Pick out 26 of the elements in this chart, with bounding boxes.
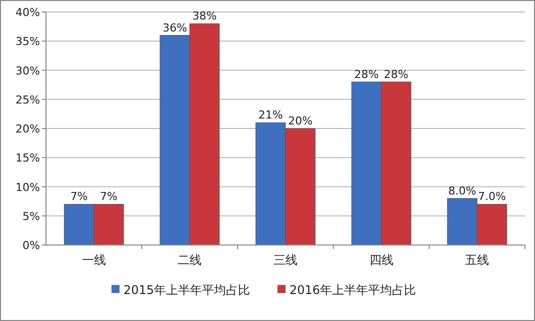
x-tick-label: 一线 (82, 253, 106, 267)
y-tick-label: 10% (16, 180, 40, 194)
x-tick-label: 三线 (274, 253, 298, 267)
y-tick-label: 40% (16, 6, 40, 19)
data-label: 7% (70, 190, 88, 204)
y-tick-label: 0% (22, 239, 40, 252)
data-label: 7% (100, 190, 118, 204)
legend-label: 2016年上半年平均占比 (290, 283, 416, 297)
y-tick-label: 25% (16, 93, 40, 106)
y-tick-label: 30% (16, 64, 40, 78)
y-tick-label: 15% (16, 152, 40, 165)
x-tick-label: 二线 (178, 253, 202, 267)
x-tick-label: 五线 (465, 253, 490, 267)
y-tick-label: 35% (16, 35, 40, 48)
data-label: 8.0% (448, 184, 476, 198)
data-label: 38% (192, 10, 217, 23)
data-label: 21% (258, 108, 283, 122)
legend-label: 2015年上半年平均占比 (124, 283, 250, 297)
data-label: 7.0% (478, 190, 506, 204)
data-label: 20% (288, 114, 313, 128)
y-tick-label: 20% (16, 122, 40, 136)
x-tick-label: 四线 (369, 253, 394, 267)
data-label: 36% (162, 21, 188, 34)
data-label: 28% (384, 68, 408, 81)
y-tick-label: 5% (22, 210, 40, 223)
data-label: 28% (354, 68, 379, 81)
